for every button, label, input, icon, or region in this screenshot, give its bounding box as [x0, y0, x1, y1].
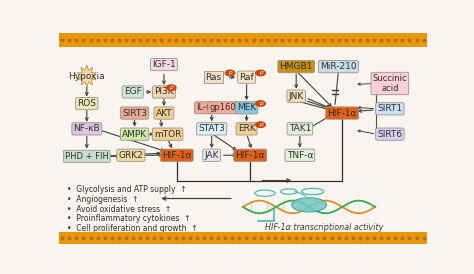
Text: Hypoxia: Hypoxia: [68, 72, 105, 81]
Text: HIF-1α: HIF-1α: [328, 109, 357, 118]
Text: Raf: Raf: [239, 73, 254, 82]
Circle shape: [166, 85, 176, 90]
Text: Succinic
acid: Succinic acid: [373, 74, 407, 93]
Text: •  Avoid oxidative stress  ↑: • Avoid oxidative stress ↑: [67, 205, 172, 214]
Text: STAT3: STAT3: [198, 124, 225, 133]
Text: HIF-1α transcriptional activity: HIF-1α transcriptional activity: [264, 223, 383, 232]
Text: p: p: [259, 101, 263, 106]
Text: MiR-210: MiR-210: [320, 62, 357, 71]
Text: HMGB1: HMGB1: [280, 62, 313, 71]
Text: MEK: MEK: [237, 103, 256, 112]
Text: Ras: Ras: [205, 73, 222, 82]
Text: IGF-1: IGF-1: [152, 60, 176, 69]
Text: JNK: JNK: [289, 92, 304, 101]
Text: HIF-1α: HIF-1α: [236, 151, 265, 160]
Text: JAK: JAK: [204, 151, 219, 160]
Text: PHD + FIH: PHD + FIH: [65, 152, 109, 161]
Text: SIRT1: SIRT1: [377, 104, 402, 113]
Text: •  Glycolysis and ATP supply  ↑: • Glycolysis and ATP supply ↑: [67, 185, 187, 194]
Text: PI3K: PI3K: [154, 87, 174, 96]
Text: •  Cell autophagy  ↑: • Cell autophagy ↑: [67, 234, 146, 243]
Circle shape: [256, 122, 265, 127]
Text: •  Cell proliferation and growth  ↑: • Cell proliferation and growth ↑: [67, 224, 198, 233]
Text: p: p: [259, 70, 263, 75]
FancyBboxPatch shape: [59, 33, 427, 47]
Text: •  Proinflammatory cytokines  ↑: • Proinflammatory cytokines ↑: [67, 214, 191, 223]
Text: ROS: ROS: [77, 99, 96, 108]
Text: gp160: gp160: [210, 103, 236, 112]
Text: AKT: AKT: [155, 109, 172, 118]
Text: AMPK: AMPK: [122, 130, 147, 139]
Ellipse shape: [292, 198, 327, 212]
Polygon shape: [77, 65, 96, 87]
Text: TNF-α: TNF-α: [287, 151, 313, 160]
Text: mTOR: mTOR: [154, 130, 182, 139]
Text: SIRT6: SIRT6: [377, 130, 402, 139]
Text: TAK1: TAK1: [289, 124, 311, 133]
Text: SIRT3: SIRT3: [122, 109, 147, 118]
Text: ERK: ERK: [238, 124, 255, 133]
FancyBboxPatch shape: [59, 232, 427, 244]
Text: GRK2: GRK2: [118, 151, 143, 160]
Text: IL-6: IL-6: [196, 103, 211, 112]
Circle shape: [256, 101, 265, 106]
Text: p: p: [169, 85, 173, 90]
Text: p: p: [259, 122, 263, 127]
Circle shape: [225, 70, 235, 76]
Text: HIF-1α: HIF-1α: [162, 151, 191, 160]
Text: •  Angiogenesis  ↑: • Angiogenesis ↑: [67, 195, 139, 204]
Text: EGF: EGF: [124, 87, 142, 96]
Text: NF-κB: NF-κB: [73, 124, 100, 133]
Text: p: p: [228, 70, 232, 75]
Circle shape: [256, 70, 265, 76]
